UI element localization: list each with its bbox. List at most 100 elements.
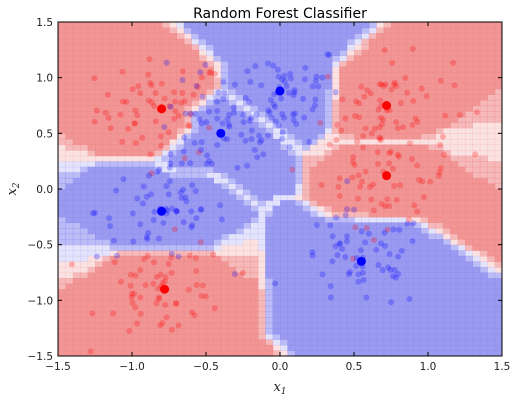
blue-sample-point	[167, 160, 174, 167]
region-cell	[376, 60, 385, 68]
region-cell	[95, 111, 103, 118]
region-cell	[324, 72, 333, 79]
region-cell	[465, 88, 473, 95]
region-cell	[302, 222, 311, 229]
region-cell	[80, 261, 89, 268]
region-cell	[339, 200, 348, 207]
region-cell	[235, 289, 244, 296]
blue-sample-point	[287, 75, 294, 82]
region-cell	[228, 322, 237, 329]
region-cell	[376, 88, 385, 95]
region-cell	[250, 200, 259, 207]
region-cell	[72, 55, 81, 62]
region-cell	[361, 350, 370, 356]
region-cell	[87, 127, 96, 134]
region-cell	[154, 133, 163, 140]
region-cell	[317, 55, 325, 62]
region-cell	[124, 44, 133, 51]
region-cell	[420, 72, 429, 79]
blue-sample-point	[398, 247, 405, 254]
region-cell	[428, 317, 436, 324]
region-cell	[487, 261, 496, 268]
region-cell	[479, 300, 488, 307]
region-cell	[95, 300, 103, 307]
region-cell	[479, 44, 488, 51]
region-cell	[472, 216, 481, 223]
region-cell	[243, 72, 251, 79]
region-cell	[220, 211, 229, 218]
region-cell	[413, 244, 422, 251]
region-cell	[220, 105, 229, 112]
region-cell	[265, 189, 274, 196]
region-cell	[428, 55, 436, 62]
region-cell	[339, 189, 348, 196]
region-cell	[472, 294, 481, 301]
region-cell	[139, 211, 148, 218]
region-cell	[391, 22, 399, 29]
region-cell	[465, 328, 473, 335]
region-cell	[339, 322, 348, 329]
region-cell	[198, 339, 207, 346]
red-sample-point	[128, 290, 135, 297]
region-cell	[124, 283, 133, 290]
region-cell	[457, 294, 466, 301]
y-tick-label: 0.0	[36, 184, 53, 196]
red-sample-point	[450, 59, 457, 66]
region-cell	[339, 33, 348, 40]
region-cell	[428, 172, 436, 179]
region-cell	[457, 172, 466, 179]
region-cell	[428, 72, 436, 79]
region-cell	[65, 344, 74, 352]
region-cell	[206, 272, 214, 279]
region-cell	[154, 111, 163, 118]
region-cell	[413, 344, 422, 352]
region-cell	[435, 194, 444, 201]
region-cell	[206, 138, 214, 146]
region-cell	[265, 328, 274, 335]
region-cell	[191, 283, 200, 290]
region-cell	[302, 83, 311, 90]
region-cell	[206, 60, 214, 68]
region-cell	[72, 216, 81, 223]
region-cell	[302, 38, 311, 45]
region-cell	[176, 339, 185, 346]
region-cell	[272, 272, 281, 279]
region-cell	[435, 289, 444, 296]
region-cell	[442, 255, 451, 262]
region-cell	[102, 77, 111, 84]
region-cell	[109, 133, 118, 140]
region-cell	[494, 55, 502, 62]
region-cell	[146, 211, 155, 218]
region-cell	[191, 38, 200, 45]
region-cell	[65, 99, 74, 107]
region-cell	[198, 144, 207, 151]
region-cell	[398, 49, 407, 56]
region-cell	[87, 328, 96, 335]
region-cell	[176, 278, 185, 285]
region-cell	[435, 272, 444, 279]
region-cell	[169, 177, 177, 185]
region-cell	[442, 122, 451, 129]
region-cell	[235, 44, 244, 51]
red-sample-point	[370, 237, 377, 244]
region-cell	[405, 94, 414, 101]
region-cell	[87, 94, 96, 101]
region-cell	[183, 49, 192, 56]
region-cell	[302, 333, 311, 340]
region-cell	[324, 49, 333, 56]
region-cell	[146, 300, 155, 307]
region-cell	[487, 144, 496, 151]
region-cell	[331, 60, 340, 68]
region-cell	[206, 255, 214, 262]
region-cell	[139, 333, 148, 340]
region-cell	[287, 216, 296, 223]
region-cell	[413, 339, 422, 346]
region-cell	[154, 322, 163, 329]
region-cell	[80, 144, 89, 151]
region-cell	[72, 155, 81, 162]
region-cell	[287, 33, 296, 40]
region-cell	[117, 255, 126, 262]
region-cell	[257, 244, 266, 251]
region-cell	[368, 300, 377, 307]
region-cell	[361, 300, 370, 307]
